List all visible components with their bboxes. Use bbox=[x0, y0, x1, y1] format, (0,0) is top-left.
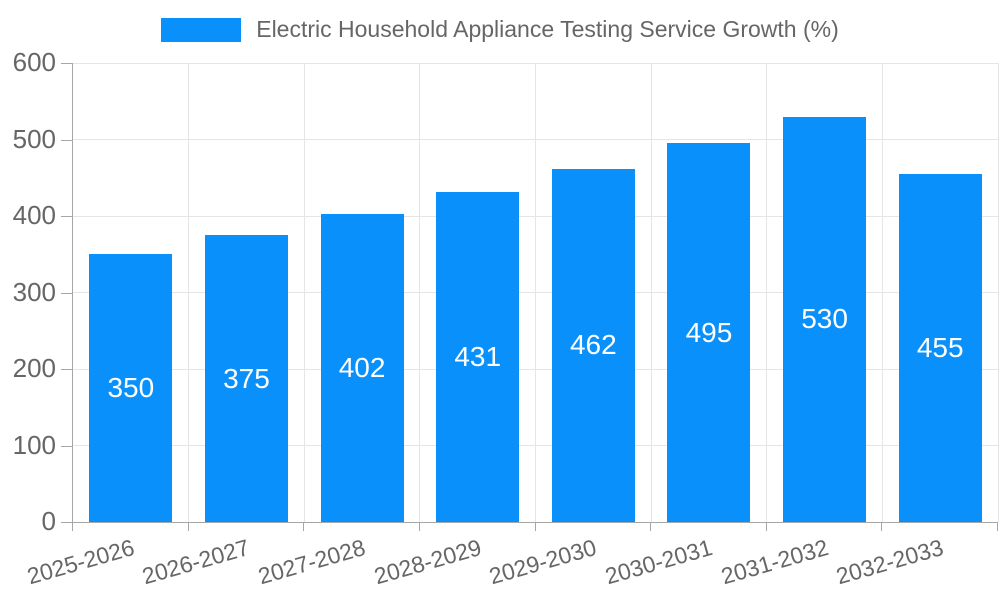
bar[interactable]: 455 bbox=[898, 173, 982, 522]
bar[interactable]: 495 bbox=[667, 143, 751, 522]
bar[interactable]: 402 bbox=[320, 214, 404, 522]
gridline-vertical bbox=[997, 63, 999, 522]
gridline-vertical bbox=[650, 63, 652, 522]
bar-value-label: 350 bbox=[107, 372, 155, 404]
y-axis-tick-label: 0 bbox=[41, 505, 56, 536]
bar-value-label: 530 bbox=[801, 303, 848, 335]
y-tick-mark bbox=[61, 522, 72, 523]
bar[interactable]: 350 bbox=[89, 254, 173, 522]
y-tick-mark bbox=[61, 63, 72, 64]
x-tick-mark bbox=[997, 523, 998, 531]
gridline-vertical bbox=[188, 63, 190, 522]
x-tick-mark bbox=[650, 523, 652, 531]
x-axis-tick-label: 2025-2026 bbox=[24, 534, 137, 590]
x-tick-mark bbox=[765, 523, 767, 531]
legend-label: Electric Household Appliance Testing Ser… bbox=[256, 16, 839, 42]
x-axis-tick-label: 2031-2032 bbox=[717, 534, 831, 590]
gridline-vertical bbox=[766, 63, 768, 522]
y-axis-tick-label: 600 bbox=[12, 46, 56, 77]
x-tick-mark bbox=[303, 523, 305, 531]
gridline-vertical bbox=[419, 63, 421, 522]
bar[interactable]: 462 bbox=[551, 168, 635, 522]
bar-value-label: 455 bbox=[916, 331, 964, 363]
bar[interactable]: 431 bbox=[436, 192, 520, 522]
gridline-vertical bbox=[881, 63, 883, 522]
y-tick-mark bbox=[61, 292, 72, 294]
bar-value-label: 495 bbox=[685, 316, 733, 348]
bar-value-label: 402 bbox=[338, 352, 386, 384]
bar[interactable]: 530 bbox=[783, 116, 867, 522]
y-tick-mark bbox=[61, 216, 72, 217]
plot-area: 350 375 402 431 462 495 530 455 bbox=[72, 62, 999, 523]
bar-value-label: 462 bbox=[569, 329, 617, 361]
gridline-vertical bbox=[303, 63, 305, 522]
x-tick-mark bbox=[418, 523, 420, 531]
x-tick-mark bbox=[187, 523, 189, 531]
x-tick-mark bbox=[881, 523, 883, 531]
y-axis-tick-label: 400 bbox=[12, 199, 56, 230]
bar-value-label: 375 bbox=[223, 362, 270, 394]
y-axis-tick-label: 300 bbox=[12, 276, 56, 307]
bar-value-label: 431 bbox=[454, 341, 502, 373]
y-axis-tick-label: 100 bbox=[12, 429, 56, 460]
y-tick-mark bbox=[61, 139, 72, 141]
y-tick-mark bbox=[61, 369, 72, 370]
x-axis-tick-label: 2026-2027 bbox=[139, 534, 253, 590]
y-tick-mark bbox=[61, 445, 72, 447]
bar[interactable]: 375 bbox=[204, 235, 288, 522]
x-axis-tick-label: 2032-2033 bbox=[833, 534, 947, 590]
x-axis-tick-label: 2027-2028 bbox=[255, 534, 369, 590]
x-axis-tick-label: 2028-2029 bbox=[370, 534, 484, 590]
x-axis-tick-label: 2029-2030 bbox=[486, 534, 600, 590]
x-axis-tick-label: 2030-2031 bbox=[602, 534, 716, 590]
x-tick-mark bbox=[534, 523, 536, 531]
x-tick-mark bbox=[72, 523, 73, 531]
y-axis-tick-label: 500 bbox=[12, 123, 56, 154]
y-axis-tick-label: 200 bbox=[12, 352, 56, 383]
legend-marker bbox=[161, 17, 242, 42]
gridline-vertical bbox=[535, 63, 536, 522]
legend-item[interactable]: Electric Household Appliance Testing Ser… bbox=[0, 16, 1000, 43]
